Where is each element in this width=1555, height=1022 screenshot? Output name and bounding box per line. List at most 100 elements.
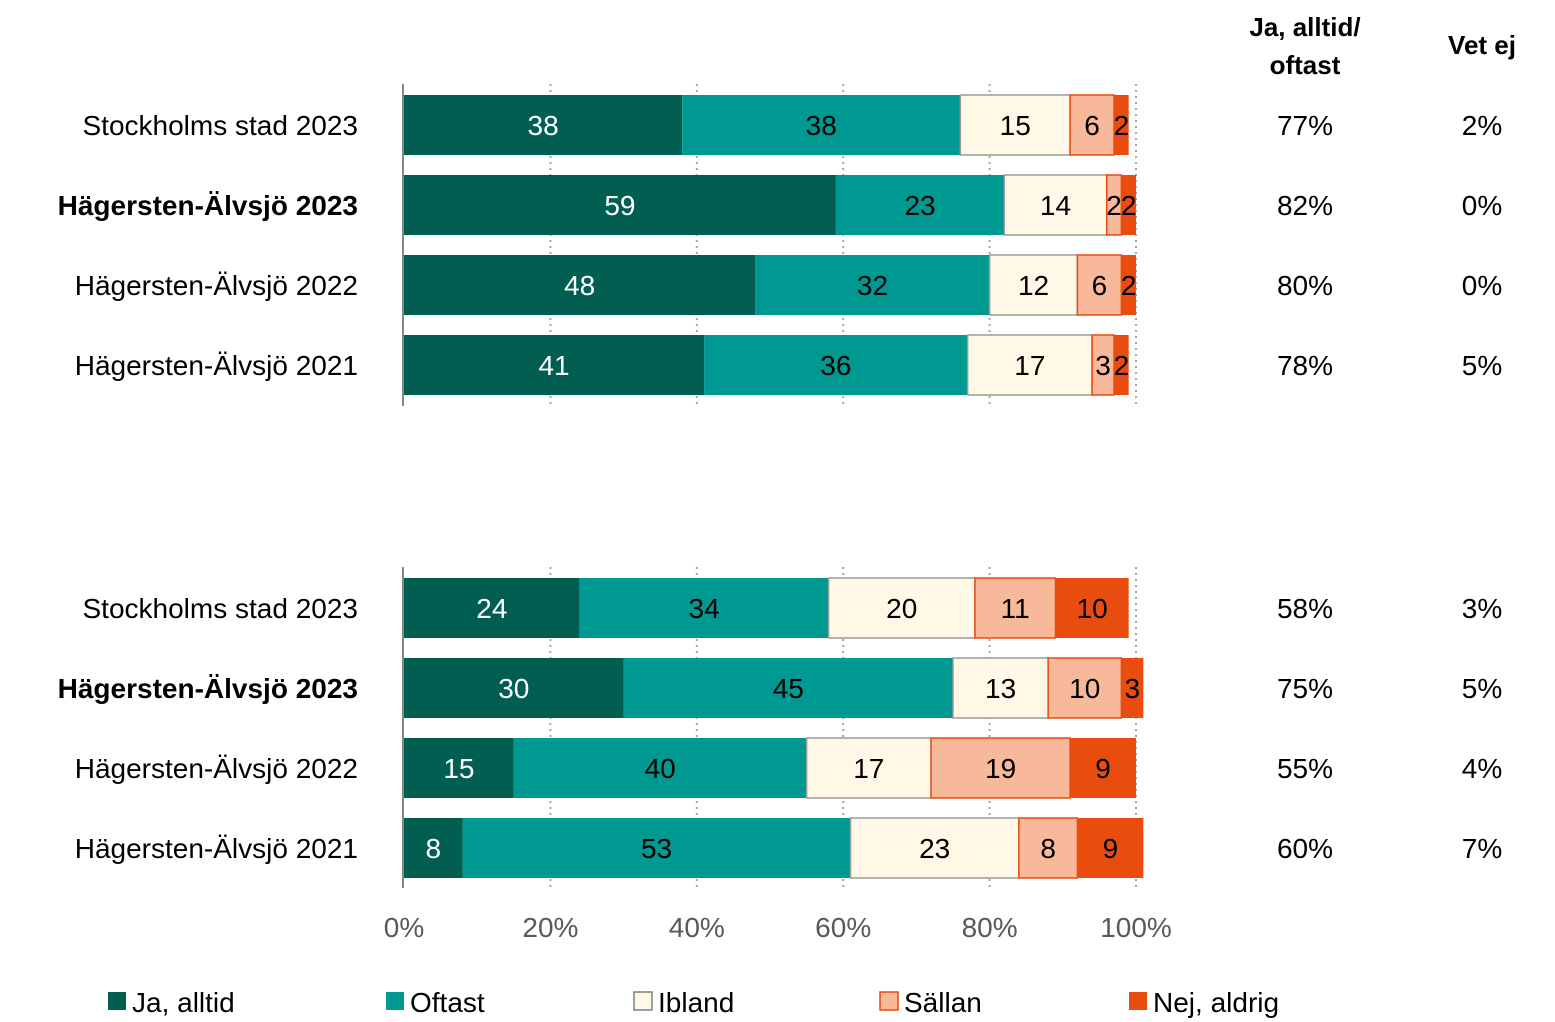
data-label: 32 [857, 270, 888, 301]
bar-segment [404, 578, 580, 638]
data-label: 2 [1114, 350, 1130, 381]
vet-ej-value: 5% [1462, 673, 1502, 704]
x-tick-label: 20% [522, 912, 578, 943]
bar-segment [1121, 255, 1136, 315]
bar-segment [462, 818, 851, 878]
ja-oftast-value: 75% [1277, 673, 1333, 704]
data-label: 2 [1106, 190, 1122, 221]
data-label: 15 [1000, 110, 1031, 141]
bar-segment [1114, 95, 1129, 155]
data-label: 9 [1095, 753, 1111, 784]
data-label: 23 [919, 833, 950, 864]
category-label: Hägersten-Älvsjö 2023 [58, 190, 358, 221]
legend-label: Oftast [410, 987, 485, 1018]
legend-label: Sällan [904, 987, 982, 1018]
legend-swatch [879, 991, 899, 1011]
data-label: 13 [985, 673, 1016, 704]
data-label: 17 [853, 753, 884, 784]
legend-label: Ja, alltid [132, 987, 235, 1018]
data-label: 23 [904, 190, 935, 221]
data-label: 36 [820, 350, 851, 381]
vet-ej-value: 3% [1462, 593, 1502, 624]
data-label: 6 [1084, 110, 1100, 141]
vet-ej-value: 5% [1462, 350, 1502, 381]
legend-swatch [1129, 992, 1147, 1010]
bars: Stockholms stad 2023 38 38 15 6 2 77% 2%Hägerst… [58, 94, 1502, 879]
bar-segment [404, 738, 514, 798]
data-label: 59 [604, 190, 635, 221]
bar-segment [974, 577, 1057, 639]
bar-segment [682, 95, 961, 155]
legend-swatch [633, 991, 653, 1011]
ja-oftast-value: 78% [1277, 350, 1333, 381]
category-label: Hägersten-Älvsjö 2023 [58, 673, 358, 704]
bar-segment [755, 255, 990, 315]
bar-segment [952, 657, 1049, 719]
data-label: 3 [1125, 673, 1141, 704]
data-label: 8 [1040, 833, 1056, 864]
data-label: 19 [985, 753, 1016, 784]
data-label: 2 [1121, 190, 1137, 221]
category-label: Stockholms stad 2023 [83, 110, 359, 141]
data-label: 40 [645, 753, 676, 784]
data-label: 14 [1040, 190, 1071, 221]
bar-segment [404, 175, 836, 235]
x-tick-label: 60% [815, 912, 871, 943]
category-label: Hägersten-Älvsjö 2021 [75, 833, 358, 864]
data-label: 30 [498, 673, 529, 704]
bar-segment [704, 335, 968, 395]
data-label: 45 [773, 673, 804, 704]
data-label: 9 [1103, 833, 1119, 864]
bar-segment [1003, 174, 1108, 236]
bar-segment [849, 817, 1020, 879]
category-label: Hägersten-Älvsjö 2022 [75, 270, 358, 301]
bar-segment [513, 738, 807, 798]
x-tick-label: 40% [669, 912, 725, 943]
legend-label: Ibland [658, 987, 734, 1018]
legend-label: Nej, aldrig [1153, 987, 1279, 1018]
data-label: 17 [1014, 350, 1045, 381]
data-label: 53 [641, 833, 672, 864]
category-label: Stockholms stad 2023 [83, 593, 359, 624]
data-label: 2 [1114, 110, 1130, 141]
x-tick-label: 0% [384, 912, 424, 943]
data-label: 10 [1077, 593, 1108, 624]
bar-segment [959, 94, 1071, 156]
legend-swatch [108, 992, 126, 1010]
data-label: 38 [806, 110, 837, 141]
data-label: 15 [443, 753, 474, 784]
data-label: 34 [689, 593, 720, 624]
data-label: 10 [1069, 673, 1100, 704]
bar-segment [404, 658, 624, 718]
bar-segment [827, 577, 976, 639]
data-label: 24 [476, 593, 507, 624]
bar-segment [404, 818, 463, 878]
vet-ej-value: 4% [1462, 753, 1502, 784]
bar-segment [805, 737, 932, 799]
bar-segment [835, 175, 1005, 235]
x-tick-label: 80% [962, 912, 1018, 943]
bar-segment [1121, 658, 1144, 718]
data-label: 48 [564, 270, 595, 301]
bar-segment [404, 335, 705, 395]
vet-ej-value: 2% [1462, 110, 1502, 141]
bar-segment [1077, 818, 1144, 878]
bar-segment [623, 658, 953, 718]
data-label: 12 [1018, 270, 1049, 301]
ja-oftast-value: 58% [1277, 593, 1333, 624]
vet-ej-value: 0% [1462, 190, 1502, 221]
data-label: 20 [886, 593, 917, 624]
category-label: Hägersten-Älvsjö 2022 [75, 753, 358, 784]
bar-segment [1055, 578, 1129, 638]
data-label: 38 [528, 110, 559, 141]
data-label: 41 [538, 350, 569, 381]
bar-segment [1091, 334, 1115, 396]
data-label: 11 [1001, 593, 1030, 624]
data-label: 2 [1121, 270, 1137, 301]
ja-oftast-value: 60% [1277, 833, 1333, 864]
header-ja-oftast: Ja, alltid/oftast [1249, 12, 1360, 80]
bar-segment [1070, 738, 1136, 798]
header-vet-ej: Vet ej [1448, 30, 1516, 60]
side-headers: Ja, alltid/oftast Vet ej [1249, 12, 1516, 80]
